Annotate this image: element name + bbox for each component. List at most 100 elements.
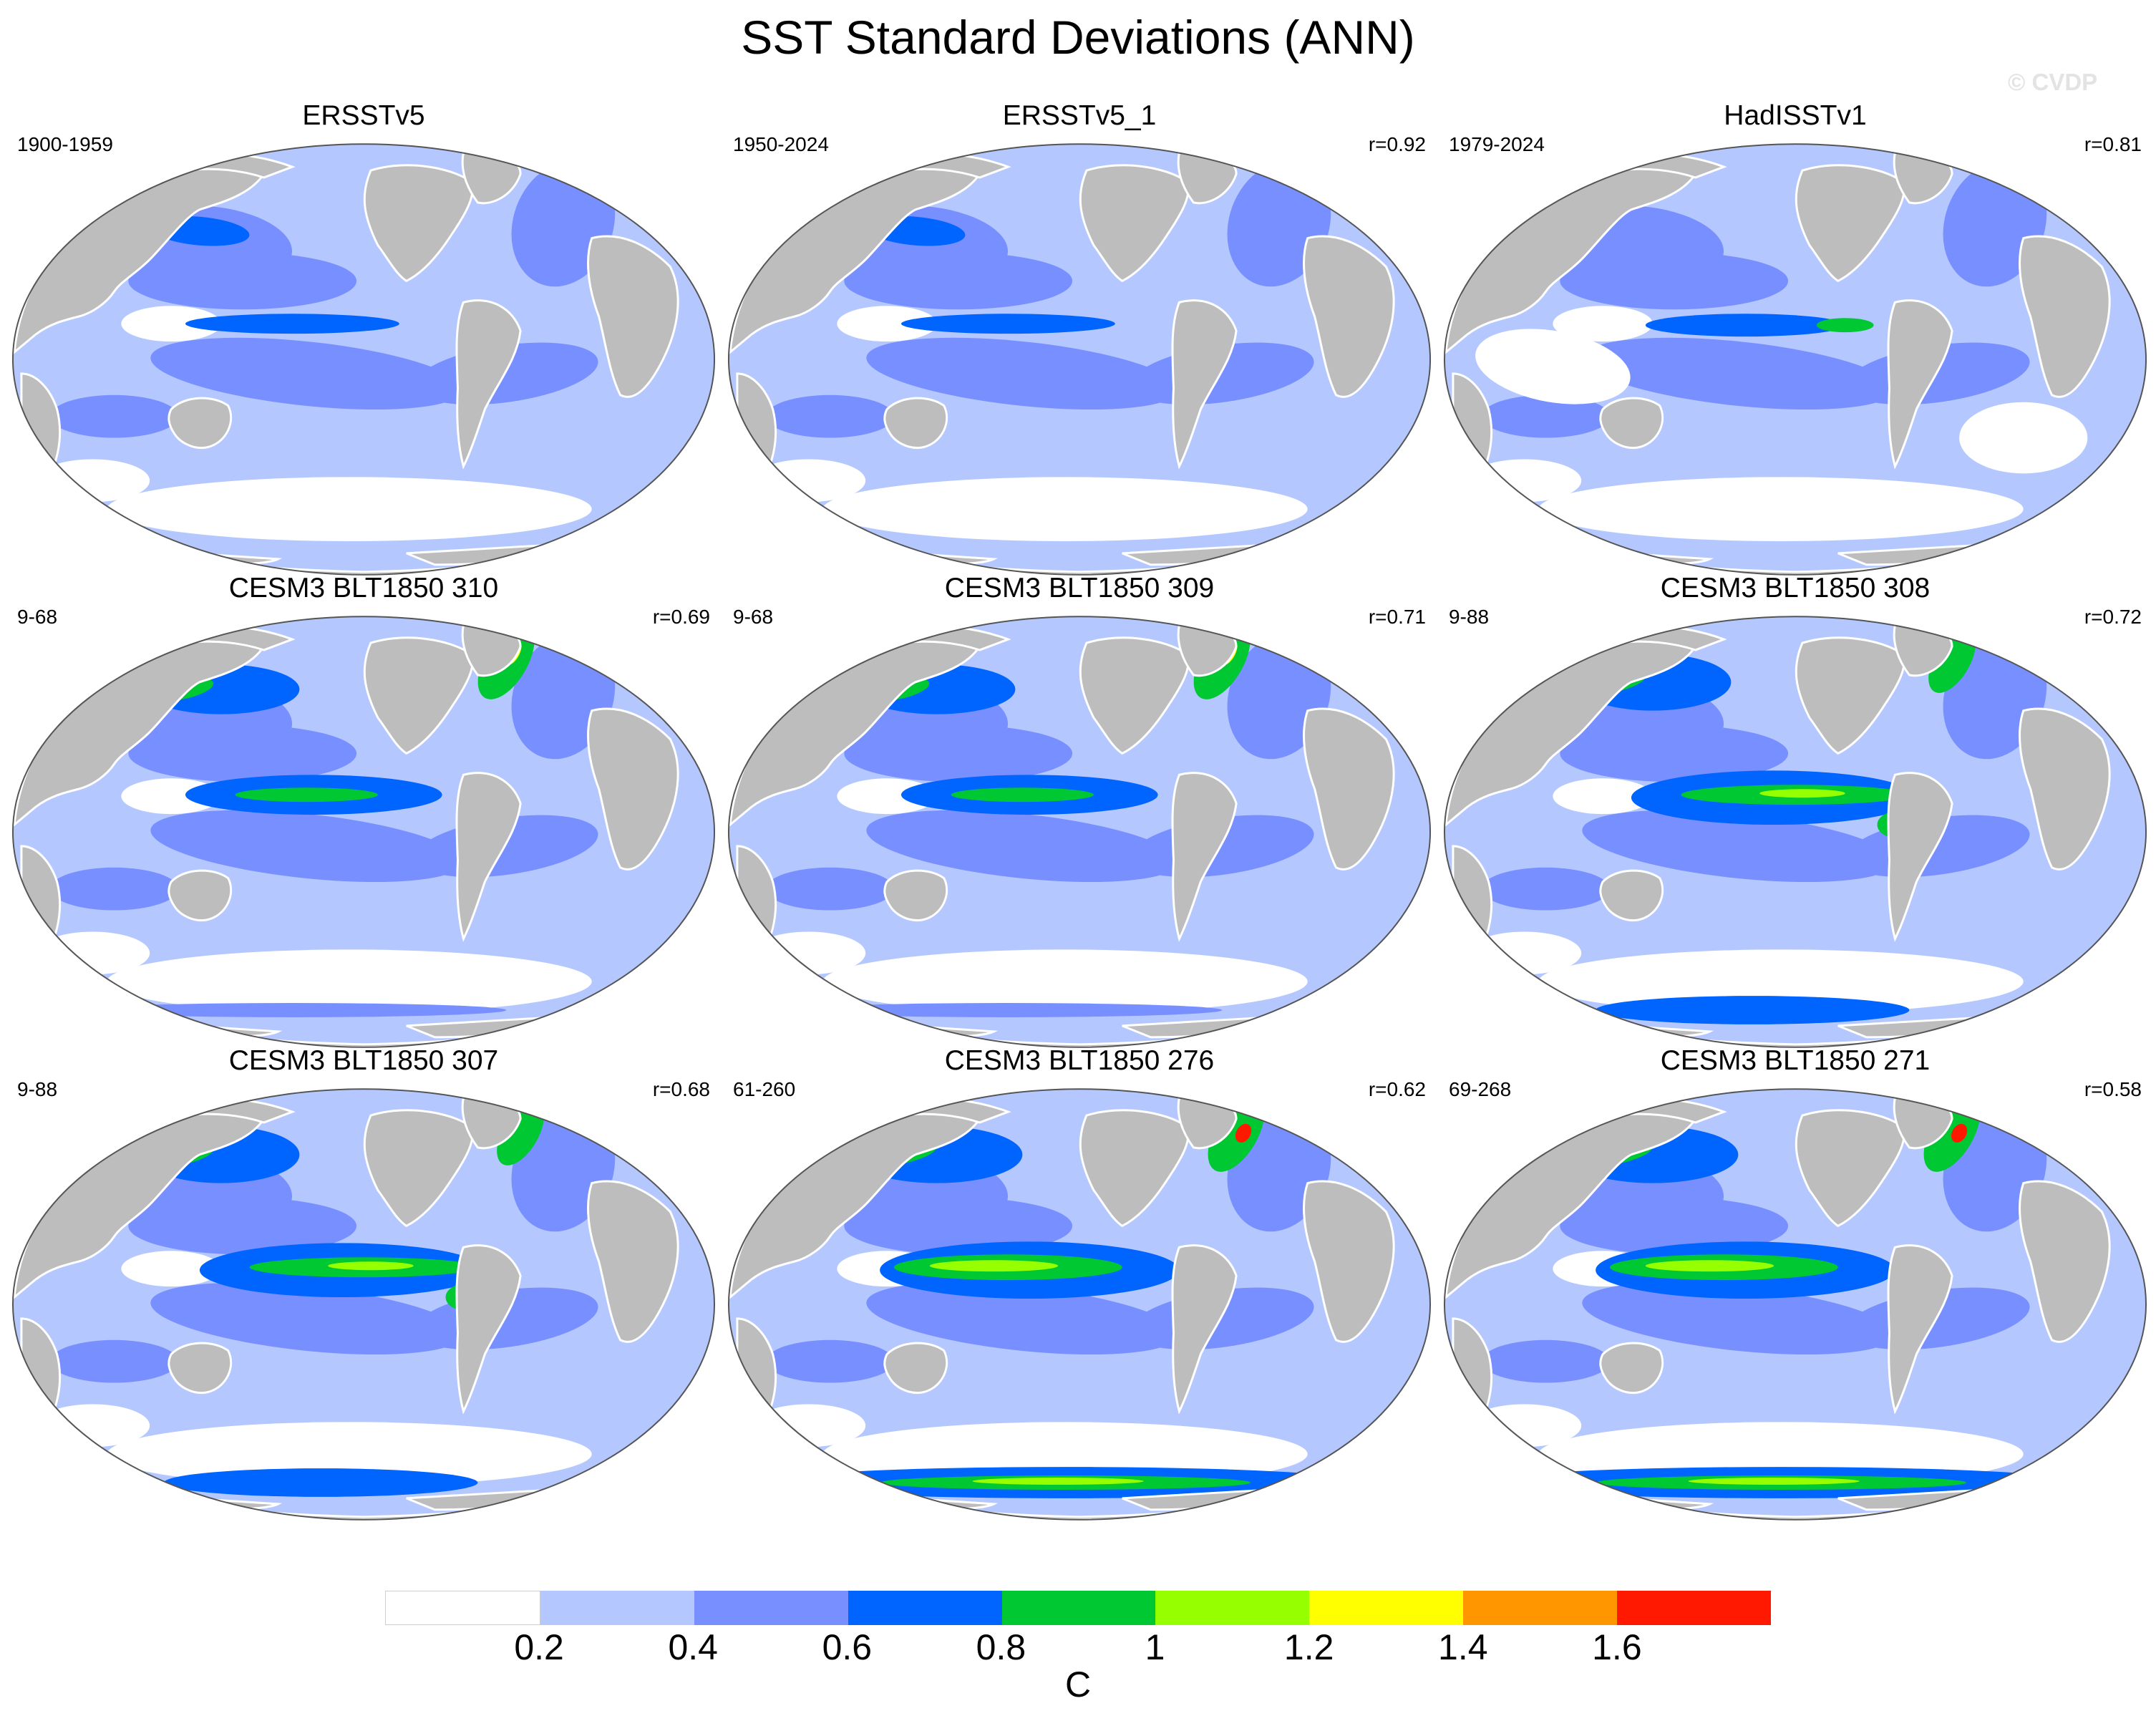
sst-map: [1443, 616, 2147, 1048]
land-mass: [2051, 1116, 2132, 1170]
sst-contour-patch: [1560, 1197, 1789, 1255]
panel-correlation: r=0.71: [1368, 606, 1426, 628]
map-panel: CESM3 BLT1850 309 9-68 r=0.71: [722, 573, 1437, 1048]
land-mass: [1303, 235, 1395, 398]
sst-contour-patch: [972, 1478, 1144, 1485]
land-mass: [167, 397, 233, 449]
colorbar-swatch: [1309, 1591, 1464, 1625]
land-mass: [1335, 644, 1417, 698]
sst-contour-patch: [1816, 318, 1874, 333]
sst-contour-patch: [951, 787, 1094, 803]
land-mass: [167, 869, 233, 921]
panel-period: 61-260: [733, 1078, 796, 1100]
panel-correlation: r=0.72: [2084, 606, 2142, 628]
land-mass: [1887, 1244, 1953, 1415]
colorbar-tick-label: 1.2: [1283, 1627, 1334, 1667]
sst-contour-patch: [1645, 1260, 1774, 1272]
sst-contour-patch: [328, 1261, 414, 1271]
sst-contour-patch: [822, 949, 1308, 1014]
panel-correlation: r=0.69: [652, 606, 710, 628]
sst-contour-patch: [49, 394, 179, 438]
map-border: [11, 1088, 716, 1521]
sst-contour-patch: [164, 1468, 478, 1497]
map-panel: CESM3 BLT1850 308 9-88 r=0.72: [1437, 573, 2153, 1048]
panel-period: 69-268: [1449, 1078, 1512, 1100]
sst-map: [1443, 143, 2147, 576]
map-border: [1443, 616, 2147, 1048]
land-mass: [1335, 1116, 1417, 1170]
land-mass: [363, 1109, 474, 1228]
panel-title: HadISSTv1: [1724, 100, 1867, 131]
map-panel: CESM3 BLT1850 276 61-260 r=0.62: [722, 1045, 1437, 1521]
sst-contour-patch: [497, 1101, 545, 1165]
panel-title: CESM3 BLT1850 271: [1660, 1045, 1931, 1076]
map-border: [11, 616, 716, 1048]
sst-contour-patch: [1538, 949, 2024, 1014]
land-mass: [1171, 299, 1238, 470]
colorbar-swatch: [1463, 1591, 1618, 1625]
land-mass: [2019, 1180, 2111, 1343]
sst-contour-patch: [49, 867, 179, 911]
panel-correlation: r=0.58: [2084, 1078, 2142, 1100]
panel-period: 9-68: [733, 606, 774, 628]
sst-contour-patch: [1560, 724, 1789, 782]
map-panel: CESM3 BLT1850 271 69-268 r=0.58: [1437, 1045, 2153, 1521]
land-mass: [1795, 164, 1905, 283]
sst-contour-patch: [128, 724, 357, 782]
sst-contour-patch: [1582, 337, 1895, 410]
panel-title: CESM3 BLT1850 307: [228, 1045, 499, 1076]
sst-contour-patch: [901, 314, 1115, 334]
panel-title: ERSSTv5: [302, 100, 425, 131]
sst-contour-patch: [1928, 629, 1976, 693]
sst-contour-patch: [794, 1003, 1223, 1017]
land-mass: [1079, 1109, 1190, 1228]
sst-contour-patch: [1553, 306, 1653, 342]
sst-contour-patch: [837, 306, 937, 342]
sst-contour-patch: [107, 477, 592, 541]
sst-contour-patch: [107, 949, 592, 1014]
colorbar-swatch: [1001, 1591, 1156, 1625]
sst-map: [11, 1088, 716, 1521]
sst-contour-patch: [1759, 789, 1845, 798]
land-mass: [1079, 164, 1190, 283]
land-mass: [619, 644, 701, 698]
panel-title: CESM3 BLT1850 309: [944, 573, 1215, 603]
panel-title: CESM3 BLT1850 276: [944, 1045, 1215, 1076]
sst-contour-patch: [844, 252, 1073, 310]
panel-period: 1900-1959: [17, 133, 113, 155]
colorbar-swatch: [385, 1591, 540, 1625]
land-mass: [1079, 636, 1190, 755]
land-mass: [1599, 869, 1664, 921]
sst-contour-patch: [1481, 394, 1611, 438]
sst-contour-patch: [1553, 778, 1653, 815]
sst-contour-patch: [844, 1197, 1073, 1255]
land-mass: [1599, 1342, 1664, 1394]
panel-title: ERSSTv5_1: [1002, 100, 1157, 131]
map-border: [727, 616, 1432, 1048]
land-mass: [1795, 1109, 1905, 1228]
land-mass: [2019, 235, 2111, 398]
sst-contour-patch: [1959, 402, 2088, 474]
sst-contour-patch: [128, 252, 357, 310]
land-mass: [1795, 636, 1905, 755]
land-mass: [619, 171, 701, 226]
panel-correlation: r=0.62: [1368, 1078, 1426, 1100]
sst-contour-patch: [1481, 1339, 1611, 1383]
land-mass: [1171, 1244, 1238, 1415]
map-border: [11, 143, 716, 576]
colorbar-swatch: [848, 1591, 1002, 1625]
land-mass: [2051, 171, 2132, 226]
sst-contour-patch: [765, 867, 895, 911]
sst-contour-patch: [150, 1282, 463, 1355]
sst-map: [727, 616, 1432, 1048]
sst-contour-patch: [185, 314, 399, 334]
sst-contour-patch: [121, 306, 221, 342]
land-mass: [363, 164, 474, 283]
colorbar-tick-label: 0.8: [976, 1627, 1026, 1667]
panel-correlation: r=0.68: [652, 1078, 710, 1100]
sst-contour-patch: [121, 1251, 221, 1287]
cvdp-watermark: © CVDP: [2008, 69, 2098, 95]
sst-contour-patch: [866, 810, 1179, 883]
panel-correlation: r=0.92: [1368, 133, 1426, 155]
sst-contour-patch: [1582, 810, 1895, 883]
